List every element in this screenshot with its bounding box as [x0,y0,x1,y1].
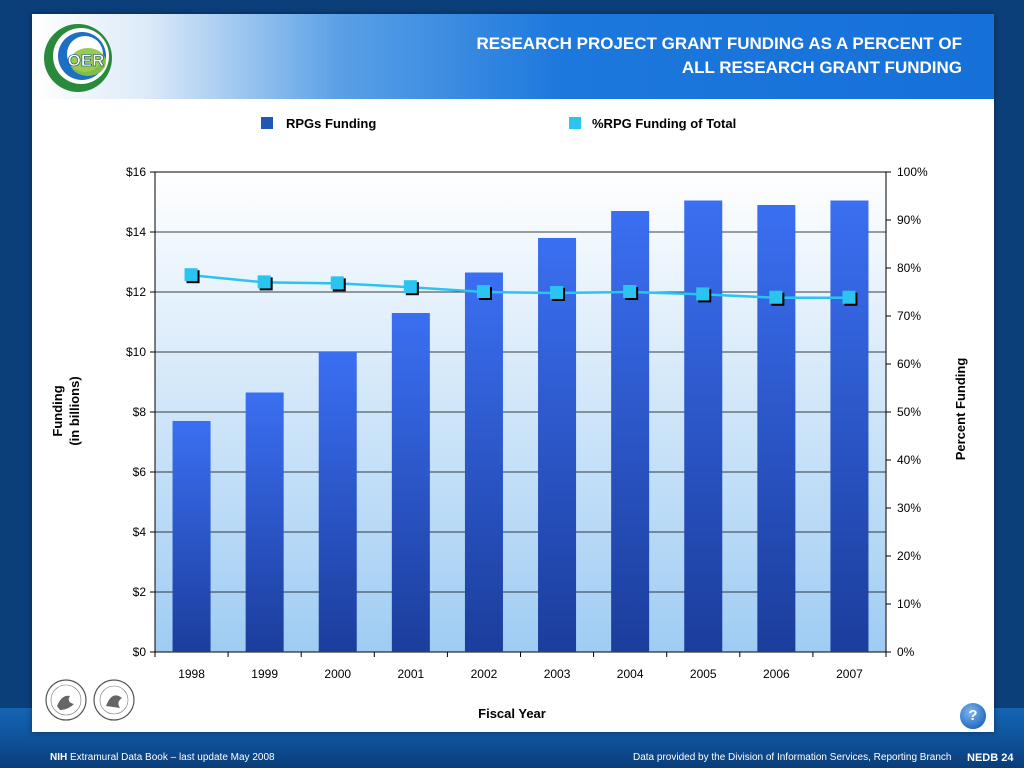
logo-text: OER [68,51,105,70]
x-tick-label: 2006 [763,667,790,681]
footer-nih: NIH [50,752,68,763]
page-label: NEDB 24 [967,752,1014,764]
bar [830,200,869,652]
line-marker [623,285,637,298]
x-axis: 1998 1999 2000 2001 2002 2003 2004 2005 2006 2007 [154,652,887,681]
line-marker [769,290,783,304]
x-tick-label: 1998 [178,667,205,681]
left-axis: $0 $2 $4 $6 $8 $10 $12 $14 $16 [126,165,155,659]
bar [172,421,211,652]
legend-swatch-rpgs [261,117,273,129]
right-axis: 0% 10% 20% 30% 40% 50% 60% 70% 80% 90% 100% [886,165,928,659]
bar [391,313,430,652]
bar [245,392,284,652]
bar-series [172,200,869,652]
y2-tick-label: 0% [897,645,915,659]
slide-title: RESEARCH PROJECT GRANT FUNDING AS A PERC… [476,34,962,77]
bar [684,200,723,652]
y-tick-label: $0 [133,645,147,659]
help-button[interactable]: ? [959,702,987,730]
footer: NIH Extramural Data Book – last update M… [0,742,1024,768]
bar [611,211,650,652]
x-tick-label: 2002 [471,667,498,681]
legend-label-rpgs: RPGs Funding [286,116,376,131]
oer-logo: OER [44,24,112,92]
x-tick-label: 1999 [251,667,278,681]
line-marker [403,280,417,294]
line-marker [842,290,856,304]
y-tick-label: $12 [126,285,146,299]
bar [538,238,577,652]
x-tick-label: 2001 [397,667,424,681]
legend-label-percent: %RPG Funding of Total [592,116,736,131]
bar [757,205,796,652]
line-marker [476,285,490,298]
line-series [184,268,858,306]
x-tick-label: 2000 [324,667,351,681]
y2-tick-label: 90% [897,213,921,227]
y-tick-label: $2 [133,585,147,599]
y2-tick-label: 60% [897,357,921,371]
slide: OER RESEARCH PROJECT GRANT FUNDING AS A … [32,14,994,732]
y-tick-label: $14 [126,225,146,239]
hhs-nih-seals [45,679,135,721]
y2-tick-label: 100% [897,165,928,179]
line-marker [696,287,710,301]
footer-left-text: Extramural Data Book – last update May 2… [70,752,275,763]
line-marker [257,275,271,289]
y-tick-label: $10 [126,345,146,359]
y2-tick-label: 30% [897,501,921,515]
y-axis-title-line1: Funding [50,385,65,436]
line-marker [550,285,564,299]
y2-axis-title: Percent Funding [953,358,968,461]
x-tick-label: 2007 [836,667,863,681]
x-tick-label: 2004 [617,667,644,681]
x-tick-label: 2003 [544,667,571,681]
footer-left: NIH Extramural Data Book – last update M… [50,752,275,763]
y2-tick-label: 80% [897,261,921,275]
chart: RPGs Funding %RPG Funding of Total $0$2$… [50,116,968,721]
x-tick-label: 2005 [690,667,717,681]
bar [464,272,503,652]
y2-tick-label: 50% [897,405,921,419]
y2-tick-label: 20% [897,549,921,563]
legend-swatch-percent [569,117,581,129]
percent-line [191,273,850,300]
footer-right-text: Data provided by the Division of Informa… [633,752,952,763]
y2-tick-label: 10% [897,597,921,611]
y2-tick-label: 40% [897,453,921,467]
y-tick-label: $16 [126,165,146,179]
y2-tick-label: 70% [897,309,921,323]
bar [318,352,357,652]
slide-header: OER RESEARCH PROJECT GRANT FUNDING AS A … [32,14,994,99]
y-tick-label: $4 [133,525,147,539]
x-axis-title: Fiscal Year [478,706,546,721]
y-tick-label: $8 [133,405,147,419]
y-axis-title-line2: (in billions) [67,376,82,445]
line-marker [330,276,344,290]
y-tick-label: $6 [133,465,147,479]
line-marker [184,268,198,282]
